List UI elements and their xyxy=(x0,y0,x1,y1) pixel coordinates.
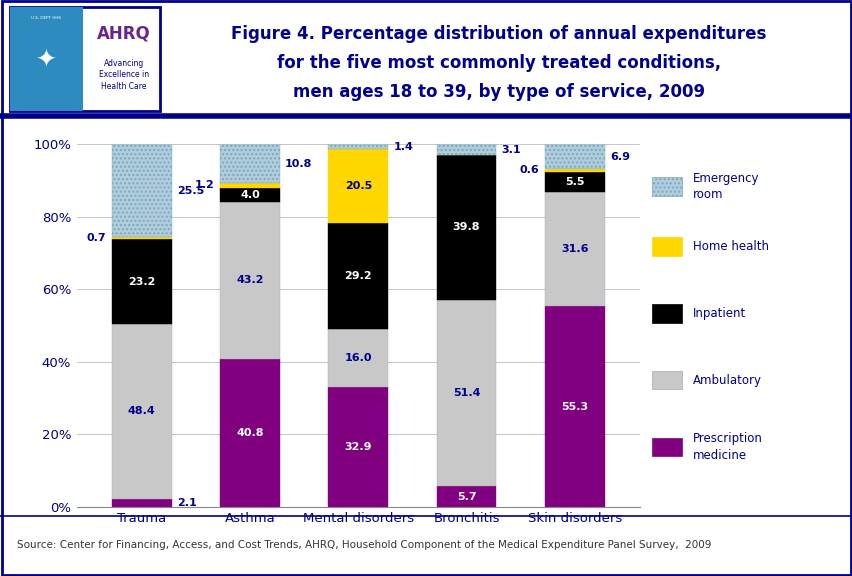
FancyBboxPatch shape xyxy=(651,304,682,323)
Text: 51.4: 51.4 xyxy=(452,388,480,398)
FancyBboxPatch shape xyxy=(651,371,682,389)
Text: 3.1: 3.1 xyxy=(501,145,521,154)
Text: 55.3: 55.3 xyxy=(561,401,588,411)
Bar xyxy=(220,359,279,507)
Text: Inpatient: Inpatient xyxy=(693,307,746,320)
Text: 29.2: 29.2 xyxy=(344,271,371,282)
Bar xyxy=(436,156,496,300)
Text: 0.7: 0.7 xyxy=(87,233,106,243)
Bar xyxy=(544,192,604,306)
Text: Emergency: Emergency xyxy=(693,172,759,184)
Text: 6.9: 6.9 xyxy=(609,152,630,162)
Bar xyxy=(112,145,171,237)
Text: room: room xyxy=(693,188,723,201)
Bar xyxy=(112,499,171,507)
FancyBboxPatch shape xyxy=(651,177,682,196)
Text: U.S. DEPT HHS: U.S. DEPT HHS xyxy=(31,16,61,20)
Bar xyxy=(436,486,496,507)
Bar xyxy=(112,324,171,499)
Text: Prescription: Prescription xyxy=(693,432,763,445)
Text: 31.6: 31.6 xyxy=(561,244,588,254)
Bar xyxy=(328,149,388,223)
Text: 48.4: 48.4 xyxy=(128,407,155,416)
Text: Home health: Home health xyxy=(693,240,769,253)
Bar xyxy=(220,183,279,188)
Text: 2.1: 2.1 xyxy=(176,498,197,508)
Bar xyxy=(220,188,279,202)
Text: medicine: medicine xyxy=(693,449,746,462)
Text: 16.0: 16.0 xyxy=(344,354,371,363)
Text: 5.7: 5.7 xyxy=(456,491,475,502)
Text: 32.9: 32.9 xyxy=(344,442,371,452)
Text: Figure 4. Percentage distribution of annual expenditures: Figure 4. Percentage distribution of ann… xyxy=(231,25,766,43)
Text: 23.2: 23.2 xyxy=(128,276,155,286)
Text: 4.0: 4.0 xyxy=(240,190,260,200)
Text: Ambulatory: Ambulatory xyxy=(693,374,762,386)
Text: 20.5: 20.5 xyxy=(344,181,371,191)
FancyBboxPatch shape xyxy=(10,7,159,111)
Text: 1.4: 1.4 xyxy=(393,142,413,151)
Bar xyxy=(220,202,279,359)
Bar xyxy=(112,240,171,324)
Text: men ages 18 to 39, by type of service, 2009: men ages 18 to 39, by type of service, 2… xyxy=(292,83,705,101)
Text: Advancing
Excellence in
Health Care: Advancing Excellence in Health Care xyxy=(99,59,148,91)
Text: for the five most commonly treated conditions,: for the five most commonly treated condi… xyxy=(277,54,720,72)
Text: 1.2: 1.2 xyxy=(195,180,215,191)
Bar xyxy=(328,223,388,329)
Text: 43.2: 43.2 xyxy=(236,275,263,286)
Text: 40.8: 40.8 xyxy=(236,428,263,438)
Text: 10.8: 10.8 xyxy=(285,158,312,169)
Bar xyxy=(328,388,388,507)
Text: AHRQ: AHRQ xyxy=(96,25,151,43)
Text: 0.6: 0.6 xyxy=(519,165,539,176)
Bar xyxy=(112,237,171,240)
Bar xyxy=(328,144,388,149)
FancyBboxPatch shape xyxy=(10,7,83,111)
FancyBboxPatch shape xyxy=(651,237,682,256)
Text: Source: Center for Financing, Access, and Cost Trends, AHRQ, Household Component: Source: Center for Financing, Access, an… xyxy=(17,540,711,550)
Bar xyxy=(544,169,604,172)
Text: 39.8: 39.8 xyxy=(452,222,480,233)
Text: 5.5: 5.5 xyxy=(564,177,584,187)
Bar xyxy=(544,145,604,169)
Bar xyxy=(436,300,496,486)
FancyBboxPatch shape xyxy=(651,438,682,456)
Bar xyxy=(544,172,604,192)
Bar xyxy=(436,144,496,156)
Text: 25.5: 25.5 xyxy=(176,185,204,196)
Bar xyxy=(220,144,279,183)
Text: ✦: ✦ xyxy=(36,48,56,73)
Bar xyxy=(544,306,604,507)
Bar xyxy=(328,329,388,388)
